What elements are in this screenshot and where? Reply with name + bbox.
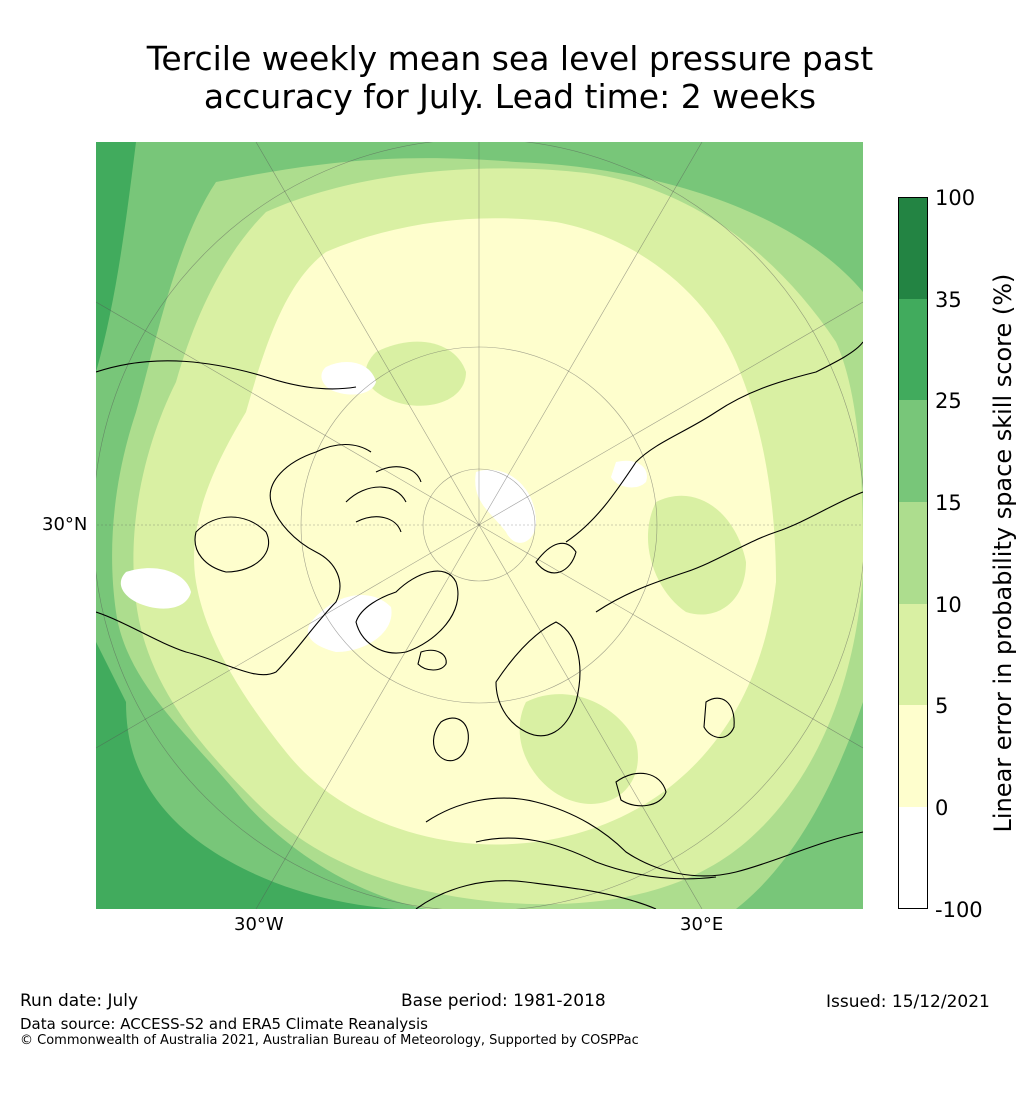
patch-5-10-c: [365, 341, 466, 406]
colorbar-band-25-35: [898, 299, 928, 400]
colorbar: [898, 197, 928, 909]
white-siberia: [611, 460, 647, 488]
coast-north-america: [96, 360, 372, 676]
coast-caspian: [703, 697, 735, 739]
colorbar-band-0-5: [898, 705, 928, 807]
coast-asia-2: [595, 491, 863, 613]
colorbar-tick-15: 15: [935, 491, 962, 515]
coast-black-sea: [615, 772, 667, 807]
coast-british-isles: [432, 717, 469, 762]
coastlines: [96, 341, 863, 909]
colorbar-tick-25: 25: [935, 389, 962, 413]
coast-scandinavia: [495, 621, 581, 737]
coast-greenland: [355, 570, 459, 654]
patch-5-10-b: [647, 495, 746, 615]
colorbar-tick-0: 0: [935, 796, 949, 820]
colorbar-tick-35: 35: [935, 288, 962, 312]
coast-africa: [415, 880, 657, 909]
data-source: Data source: ACCESS-S2 and ERA5 Climate …: [20, 1015, 428, 1033]
lat-label-30n: 30°N: [42, 514, 88, 535]
base-period: Base period: 1981-2018: [401, 991, 606, 1011]
coast-hudson-bay: [194, 516, 269, 573]
issued-date: Issued: 15/12/2021: [826, 992, 990, 1012]
coast-novaya-zemlya: [535, 542, 577, 574]
colorbar-band-35-100: [898, 197, 928, 299]
white-north-america: [120, 568, 191, 609]
polar-skill-map: [96, 142, 863, 909]
title-line-2: accuracy for July. Lead time: 2 weeks: [203, 77, 817, 116]
map-title: Tercile weekly mean sea level pressure p…: [0, 40, 1020, 116]
lon-label-30w: 30°W: [234, 914, 284, 935]
coast-europe: [425, 797, 863, 877]
colorbar-band-10-15: [898, 502, 928, 604]
coast-archipelago: [345, 466, 422, 533]
lon-label-30e: 30°E: [680, 914, 724, 935]
white-pacific: [321, 362, 376, 395]
run-date: Run date: July: [20, 991, 139, 1011]
copyright: © Commonwealth of Australia 2021, Austra…: [20, 1033, 639, 1048]
colorbar-tick-neg100: -100: [935, 898, 983, 922]
title-line-1: Tercile weekly mean sea level pressure p…: [146, 39, 874, 78]
colorbar-tick-5: 5: [935, 694, 949, 718]
colorbar-bands: [898, 197, 928, 909]
patch-5-10-a: [519, 694, 638, 804]
colorbar-tick-100: 100: [935, 186, 976, 210]
coast-asia: [565, 341, 863, 543]
coast-mediterranean: [475, 837, 717, 880]
colorbar-band-15-25: [898, 400, 928, 502]
colorbar-title: Linear error in probability space skill …: [989, 273, 1017, 833]
colorbar-tick-10: 10: [935, 593, 962, 617]
coast-iceland: [417, 649, 447, 671]
colorbar-band-neg: [898, 807, 928, 909]
graticule: [96, 142, 863, 909]
colorbar-band-5-10: [898, 604, 928, 705]
